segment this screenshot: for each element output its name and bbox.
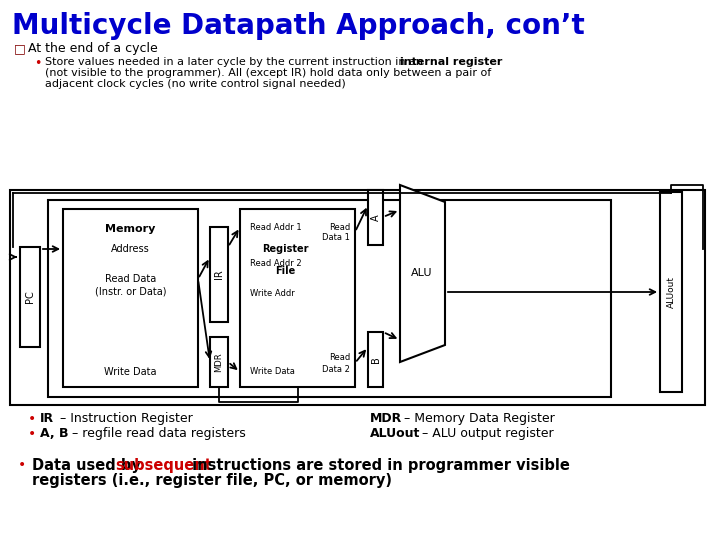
Text: Write Data: Write Data [250,368,295,376]
Text: Store values needed in a later cycle by the current instruction in an: Store values needed in a later cycle by … [45,57,426,67]
Text: Read Data: Read Data [105,274,156,284]
Text: Data 2: Data 2 [322,364,350,374]
Bar [240,209,355,387]
Text: (not visible to the programmer). All (except IR) hold data only between a pair o: (not visible to the programmer). All (ex… [45,68,491,78]
Text: A: A [371,215,380,221]
Text: Memory: Memory [105,224,156,234]
Text: B: B [371,356,380,363]
Text: Data 1: Data 1 [322,233,350,241]
Bar [368,190,383,245]
Bar [660,192,682,392]
Text: Register: Register [262,244,308,254]
Text: Read: Read [329,353,350,361]
Text: – Instruction Register: – Instruction Register [56,412,193,425]
Text: At the end of a cycle: At the end of a cycle [28,42,158,55]
Text: Data used by: Data used by [32,458,146,473]
Text: Read Addr 1: Read Addr 1 [250,222,302,232]
Text: File: File [275,266,295,276]
Text: •: • [28,412,36,426]
Text: •: • [28,427,36,441]
Text: – ALU output register: – ALU output register [418,427,554,440]
Text: MDR: MDR [370,412,402,425]
Text: •: • [18,458,26,472]
Bar [210,337,228,387]
Text: IR: IR [40,412,54,425]
Polygon shape [400,185,445,362]
Bar [48,200,611,397]
Text: – Memory Data Register: – Memory Data Register [400,412,554,425]
Text: internal register: internal register [400,57,503,67]
Bar [210,227,228,322]
Text: ALUout: ALUout [370,427,420,440]
Text: adjacent clock cycles (no write control signal needed): adjacent clock cycles (no write control … [45,79,346,89]
Text: MDR: MDR [215,352,223,372]
Text: registers (i.e., register file, PC, or memory): registers (i.e., register file, PC, or m… [32,473,392,488]
Text: Write Data: Write Data [104,367,157,377]
Text: IR: IR [214,269,224,279]
Text: Address: Address [111,244,150,254]
Text: PC: PC [25,291,35,303]
Text: ALU: ALU [411,268,433,278]
Text: – regfile read data registers: – regfile read data registers [68,427,246,440]
Text: A, B: A, B [40,427,68,440]
Bar [10,190,705,405]
Text: •: • [34,57,41,70]
Text: Multicycle Datapath Approach, con’t: Multicycle Datapath Approach, con’t [12,12,585,40]
Text: subsequent: subsequent [115,458,212,473]
Text: Write Addr: Write Addr [250,289,294,299]
Text: ALUout: ALUout [667,276,675,308]
Bar [63,209,198,387]
Text: □: □ [14,42,26,55]
Bar [20,247,40,347]
Text: (Instr. or Data): (Instr. or Data) [95,286,166,296]
Bar [368,332,383,387]
Text: Read: Read [329,222,350,232]
Text: Read Addr 2: Read Addr 2 [250,260,302,268]
Text: instructions are stored in programmer visible: instructions are stored in programmer vi… [187,458,570,473]
